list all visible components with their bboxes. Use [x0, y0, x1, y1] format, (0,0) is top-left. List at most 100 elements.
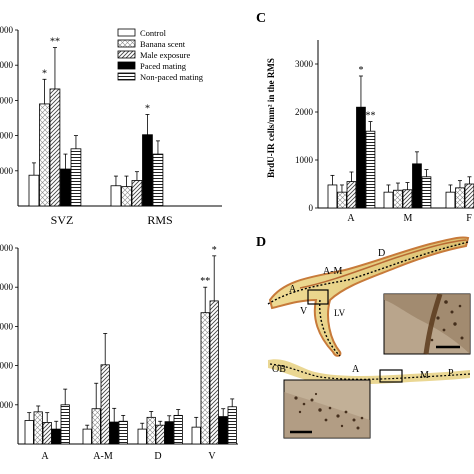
- ventricle-outline-dotted: [319, 299, 341, 357]
- region-label-v: V: [300, 306, 308, 317]
- y-tick-label-2-1: 4000: [0, 282, 14, 292]
- legend-label-1: Banana scent: [140, 39, 186, 49]
- panel-d-diagram: D A A-M D V LV OB A M P: [256, 235, 471, 439]
- y-tick-label-1-0: 0: [309, 203, 314, 213]
- bar-1-0-0: [327, 184, 338, 209]
- significance-2-3-1: **: [200, 276, 210, 287]
- panel-c-category-f: F: [466, 213, 472, 224]
- panel-a-category-svz: SVZ: [51, 213, 74, 227]
- legend-swatch-1: [117, 39, 136, 48]
- panel-b-chart: 50004000300020001000 *** A A-M D V: [0, 243, 238, 462]
- panel-c-category-m: M: [404, 213, 413, 224]
- bar-2-2-4: [173, 414, 183, 445]
- significance-2-3-2: *: [212, 245, 217, 256]
- y-tick-label-2-4: 1000: [0, 400, 14, 410]
- bar-2-1-2: [100, 364, 110, 445]
- bar-2-3-3: [218, 416, 228, 445]
- panel-c-y-label: BrdU-IR cells/mm² in the RMS: [266, 58, 276, 178]
- micrograph-inset-upper: [383, 293, 471, 355]
- panel-b-category-am: A-M: [93, 451, 113, 462]
- bar-2-3-0: [191, 426, 201, 445]
- rms-outline-dotted: [267, 241, 469, 305]
- bar-1-1-3: [412, 163, 422, 209]
- panel-letter-c: C: [256, 11, 266, 26]
- bar-2-0-1: [33, 411, 43, 445]
- bar-2-2-3: [164, 421, 174, 445]
- y-tick-label-0-4: 2000: [0, 166, 14, 176]
- panel-b-category-a: A: [41, 451, 49, 462]
- legend-label-0: Control: [140, 28, 167, 38]
- bar-0-1-1: [121, 186, 132, 207]
- significance-0-0-1: *: [42, 68, 47, 79]
- bar-0-1-0: [110, 185, 122, 207]
- region-label-m: M: [420, 370, 429, 381]
- micrograph-inset-lower: [283, 379, 371, 439]
- bar-1-1-1: [393, 189, 403, 209]
- panel-c-chart: C BrdU-IR cells/mm² in the RMS 0 1000 2000…: [256, 11, 474, 224]
- bar-2-0-0: [24, 420, 34, 445]
- bar-2-2-2: [155, 424, 165, 445]
- significance-1-0-4: **: [365, 111, 375, 122]
- y-tick-label-1-3: 3000: [295, 59, 314, 69]
- bar-2-3-2: [209, 300, 219, 445]
- y-tick-label-0-1: 8000: [0, 60, 14, 70]
- y-tick-label-0-3: 4000: [0, 131, 14, 141]
- panel-b-category-v: V: [208, 451, 216, 462]
- bar-2-0-4: [60, 404, 70, 445]
- bar-0-1-2: [131, 180, 143, 207]
- bar-0-0-2: [49, 88, 61, 207]
- rms-tissue-inner-edge: [299, 239, 467, 289]
- legend-swatch-0: [117, 28, 136, 37]
- region-label-a-lower: A: [352, 364, 360, 375]
- bar-1-2-1: [455, 187, 465, 209]
- region-label-d: D: [378, 248, 385, 259]
- bar-2-1-1: [91, 408, 101, 445]
- y-tick-label-2-0: 5000: [0, 243, 14, 253]
- region-label-p: P: [448, 368, 454, 379]
- legend-label-3: Paced mating: [140, 61, 187, 71]
- bar-2-1-4: [118, 420, 128, 445]
- legend-swatch-3: [117, 61, 136, 70]
- bar-2-3-4: [227, 406, 237, 445]
- significance-0-0-2: **: [50, 37, 60, 48]
- lower-zoom-box: [379, 369, 403, 383]
- panel-b-category-d: D: [154, 451, 161, 462]
- panel-letter-d: D: [256, 235, 266, 250]
- bar-2-3-1: [200, 312, 210, 445]
- panel-a-category-rms: RMS: [147, 213, 172, 227]
- y-tick-label-1-2: 2000: [295, 107, 314, 117]
- bar-1-1-0: [383, 191, 394, 209]
- bar-2-1-3: [109, 421, 119, 445]
- legend-swatch-2: [117, 50, 136, 59]
- legend-label-4: Non-paced mating: [140, 72, 204, 82]
- bar-1-0-4: [365, 130, 376, 209]
- significance-1-0-3: *: [358, 65, 363, 76]
- upper-zoom-box: [307, 289, 329, 305]
- bar-0-0-4: [70, 148, 82, 207]
- bar-1-2-2: [464, 183, 474, 209]
- bar-1-0-1: [337, 191, 347, 209]
- bar-0-0-1: [39, 103, 50, 207]
- bar-2-0-3: [51, 428, 61, 445]
- y-tick-label-2-3: 2000: [0, 361, 14, 371]
- bar-1-1-4: [421, 176, 432, 209]
- lower-rms-outline-dotted: [269, 363, 471, 380]
- rms-tissue-section-lower: [268, 359, 470, 385]
- panel-a-chart: 00008000600040002000 **** SVZ RMS Contro…: [0, 25, 222, 227]
- bar-0-0-0: [28, 174, 40, 207]
- bar-1-0-2: [346, 181, 357, 209]
- rms-tissue-section-upper: [268, 236, 470, 357]
- legend-label-2: Male exposure: [140, 50, 191, 60]
- bar-1-2-0: [445, 191, 456, 209]
- bar-2-2-0: [137, 428, 147, 445]
- region-label-ob: OB: [272, 364, 286, 375]
- y-tick-label-1-1: 1000: [295, 155, 314, 165]
- bar-0-0-3: [60, 168, 71, 207]
- y-tick-label-2-2: 3000: [0, 321, 14, 331]
- y-tick-label-0-2: 6000: [0, 95, 14, 105]
- bar-1-1-2: [402, 189, 413, 209]
- region-label-am: A-M: [323, 266, 343, 277]
